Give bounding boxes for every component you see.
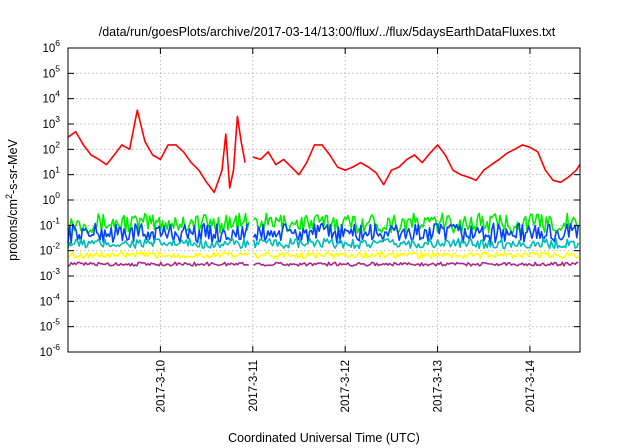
grid <box>68 48 580 352</box>
series-line-6 <box>253 261 579 267</box>
series-group <box>67 109 581 267</box>
x-tick-label: 2017-3-13 <box>433 360 445 412</box>
series-line-4 <box>252 237 580 250</box>
chart-title: /data/run/goesPlots/archive/2017-03-14/1… <box>99 25 556 39</box>
axis-ticks: 10-6 10-5 10-4 10-3 10-2 10-1 100 101 102 103 104 1… <box>40 38 580 412</box>
x-tick-label: 2017-3-14 <box>525 359 537 412</box>
y-tick-label: 102 <box>42 139 60 156</box>
y-tick-label: 101 <box>42 165 60 182</box>
series-line-2 <box>67 212 250 234</box>
y-tick-label: 104 <box>42 89 60 106</box>
y-tick-label: 10-3 <box>40 266 61 283</box>
y-tick-label: 10-1 <box>40 215 61 232</box>
series-line-5 <box>253 251 579 260</box>
x-tick-label: 2017-3-10 <box>155 360 167 412</box>
y-tick-label: 10-4 <box>40 291 61 308</box>
y-tick-label: 103 <box>42 114 60 131</box>
series-line-4 <box>67 237 250 250</box>
y-tick-label: 10-5 <box>40 317 61 334</box>
y-axis-label: protons/cm2-s-sr-MeV <box>4 138 20 260</box>
series-line-1 <box>67 109 246 194</box>
x-tick-label: 2017-3-12 <box>340 360 352 412</box>
x-axis-label: Coordinated Universal Time (UTC) <box>228 431 420 445</box>
series-line-3 <box>252 222 580 244</box>
series-line-2 <box>253 212 580 234</box>
x-tick-label: 2017-3-11 <box>248 360 260 412</box>
series-line-6 <box>67 261 250 267</box>
y-tick-label: 106 <box>42 38 60 55</box>
y-tick-label: 100 <box>42 190 60 207</box>
y-tick-label: 10-6 <box>40 342 61 359</box>
series-line-1 <box>252 144 581 186</box>
series-line-5 <box>67 251 250 259</box>
y-tick-label: 105 <box>42 63 60 80</box>
series-line-3 <box>67 222 250 244</box>
y-tick-label: 10-2 <box>40 241 61 258</box>
